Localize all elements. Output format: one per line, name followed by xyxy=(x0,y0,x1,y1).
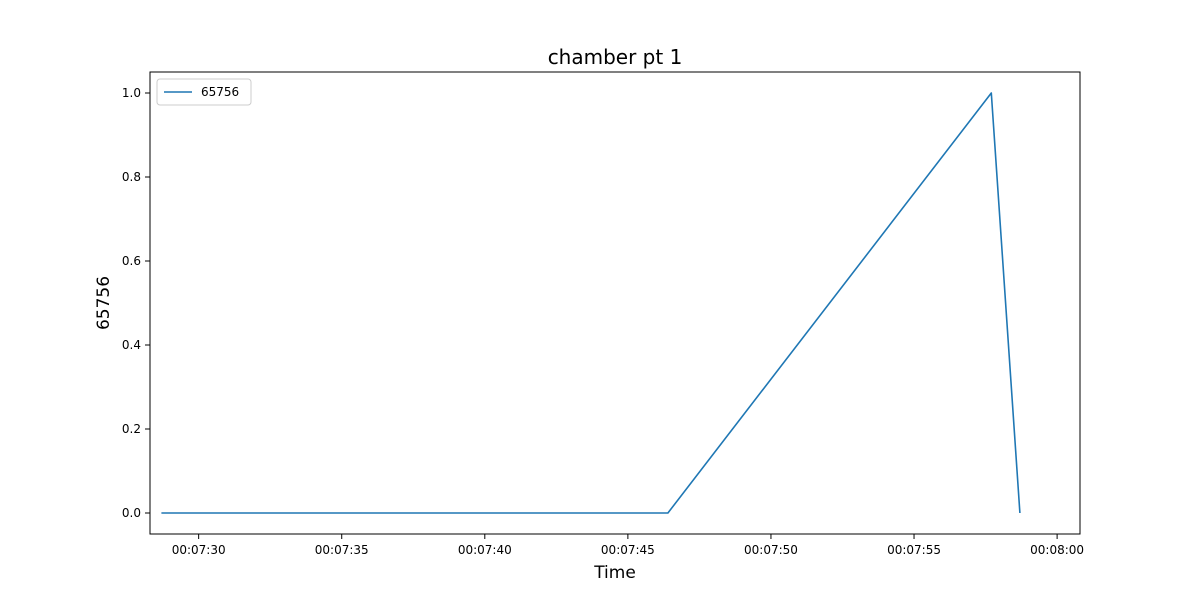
y-tick-label: 0.4 xyxy=(122,338,141,352)
y-tick-label: 0.8 xyxy=(122,170,141,184)
y-tick-label: 0.0 xyxy=(122,506,141,520)
x-axis-title: Time xyxy=(593,563,636,583)
legend: 65756 xyxy=(156,78,252,106)
chart-title: chamber pt 1 xyxy=(548,45,683,69)
y-tick-label: 1.0 xyxy=(122,86,141,100)
y-axis-title: 65756 xyxy=(94,276,114,330)
legend-label-65756: 65756 xyxy=(201,85,239,99)
x-tick-label: 00:07:35 xyxy=(315,543,369,557)
x-tick-label: 00:07:55 xyxy=(887,543,941,557)
x-tick-label: 00:07:30 xyxy=(172,543,226,557)
y-axis-ticks: 0.0 0.2 0.4 0.6 0.8 1.0 xyxy=(122,86,150,520)
series-line-65756 xyxy=(161,92,1021,514)
legend-box xyxy=(156,78,252,106)
series-layer xyxy=(161,92,1021,514)
x-tick-label: 00:07:45 xyxy=(601,543,655,557)
x-axis-ticks: 00:07:30 00:07:35 00:07:40 00:07:45 00:07:50… xyxy=(172,534,1084,557)
x-tick-label: 00:07:40 xyxy=(458,543,512,557)
y-tick-label: 0.6 xyxy=(122,254,141,268)
plot-frame xyxy=(149,71,1081,535)
x-tick-label: 00:08:00 xyxy=(1030,543,1084,557)
y-tick-label: 0.2 xyxy=(122,422,141,436)
x-tick-label: 00:07:50 xyxy=(744,543,798,557)
